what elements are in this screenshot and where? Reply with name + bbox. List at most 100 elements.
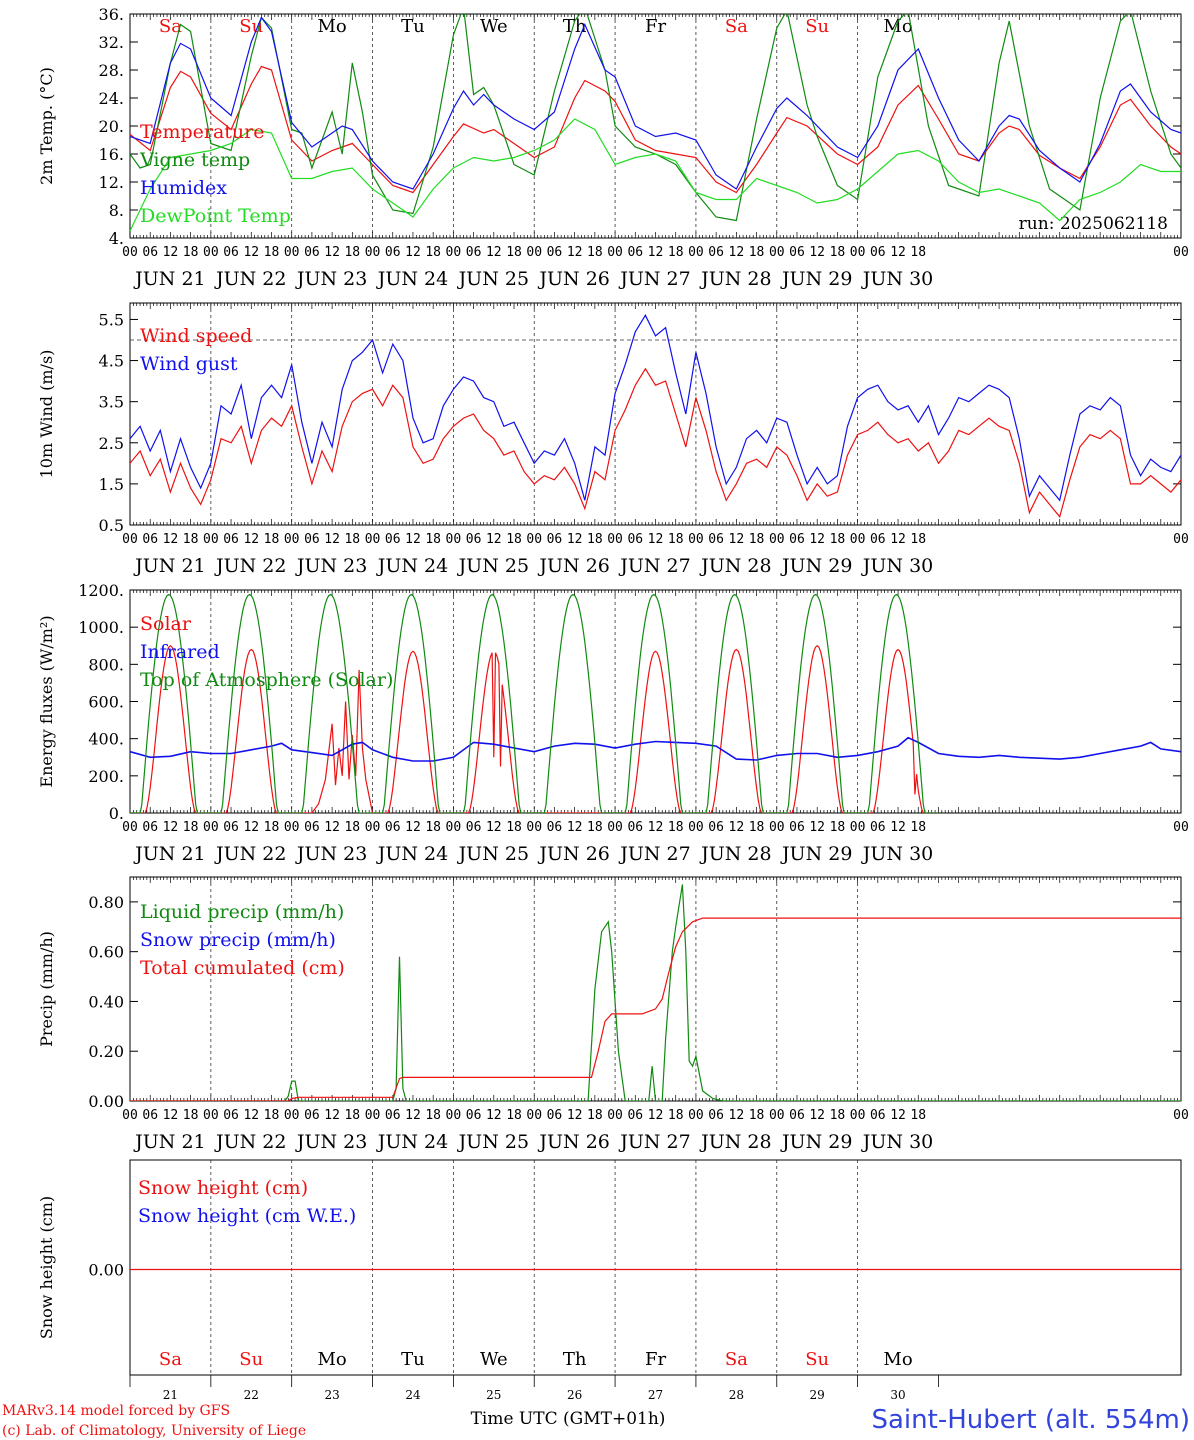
x-hour-label: 18	[183, 1108, 199, 1123]
x-hour-label: 12	[890, 1108, 906, 1123]
x-hour-label: 12	[243, 820, 259, 835]
x-hour-label: 12	[163, 820, 179, 835]
x-date-label: JUN 24	[376, 1131, 448, 1153]
x-date-label: JUN 23	[295, 1131, 367, 1153]
x-hour-label: 00	[769, 1108, 785, 1123]
weekday-label: Tu	[401, 1349, 425, 1370]
y-tick-label: 600.	[88, 693, 124, 712]
weekday-label: Fr	[645, 16, 666, 37]
weekday-label: Sa	[725, 16, 748, 37]
x-hour-label: 00	[446, 245, 462, 260]
x-day-label: 30	[890, 1388, 905, 1402]
weekday-label: Fr	[645, 1349, 666, 1370]
x-hour-label: 12	[567, 532, 583, 547]
x-date-label: JUN 21	[133, 843, 205, 865]
x-hour-label: 06	[547, 245, 563, 260]
weekday-label: Su	[805, 1349, 829, 1370]
x-hour-label: 00	[284, 532, 300, 547]
x-date-label: JUN 28	[699, 1131, 771, 1153]
x-hour-label: 00	[203, 245, 219, 260]
x-hour-label: 00	[284, 1108, 300, 1123]
x-hour-label: 00	[526, 820, 542, 835]
x-day-label: 26	[567, 1388, 582, 1402]
legend-entry: Snow height (cm)	[138, 1177, 308, 1199]
x-hour-label: 12	[567, 245, 583, 260]
x-hour-label: 00	[607, 532, 623, 547]
x-day-label: 21	[163, 1388, 178, 1402]
y-axis-label: 2m Temp. (°C)	[37, 67, 56, 185]
x-hour-label: 00	[203, 1108, 219, 1123]
legend-entry: Wind gust	[140, 353, 238, 375]
x-hour-label: 06	[627, 1108, 643, 1123]
x-hour-label: 12	[809, 820, 825, 835]
x-hour-label: 06	[789, 532, 805, 547]
series-group	[130, 593, 1181, 813]
y-tick-label: 0.	[109, 804, 124, 823]
x-hour-label: 12	[648, 245, 664, 260]
y-tick-label: 12.	[99, 173, 124, 192]
x-date-label: JUN 30	[861, 268, 933, 290]
x-hour-label: 00	[526, 245, 542, 260]
x-hour-label: 00	[365, 245, 381, 260]
series-line-liquid-precip-mm-h-	[130, 884, 1181, 1101]
series-line-temperature	[130, 65, 1181, 194]
x-date-label: JUN 29	[780, 843, 852, 865]
x-date-label: JUN 26	[537, 268, 609, 290]
y-tick-label: 1200.	[78, 581, 124, 600]
y-tick-label: 0.60	[88, 943, 124, 962]
x-date-label: JUN 25	[457, 843, 529, 865]
x-hour-label: 18	[587, 245, 603, 260]
x-day-label: 25	[486, 1388, 501, 1402]
weekday-label: Tu	[401, 16, 425, 37]
weekday-label: Sa	[159, 1349, 182, 1370]
y-axis-label: Snow height (cm)	[37, 1196, 56, 1339]
x-hour-label: 18	[264, 245, 280, 260]
y-tick-label: 200.	[88, 767, 124, 786]
x-hour-label: 00	[1173, 1108, 1189, 1123]
x-hour-label: 18	[910, 245, 926, 260]
x-hour-label: 12	[648, 1108, 664, 1123]
x-hour-label: 18	[183, 245, 199, 260]
x-hour-label: 18	[749, 245, 765, 260]
x-date-label: JUN 24	[376, 268, 448, 290]
x-date-label: JUN 28	[699, 843, 771, 865]
x-date-label: JUN 26	[537, 1131, 609, 1153]
x-hour-label: 06	[870, 820, 886, 835]
x-hour-label: 00	[526, 1108, 542, 1123]
y-tick-label: 3.5	[99, 393, 124, 412]
x-hour-label: 06	[547, 532, 563, 547]
x-date-label: JUN 26	[537, 843, 609, 865]
weekday-label: Sa	[159, 16, 182, 37]
y-axis-label: 10m Wind (m/s)	[37, 350, 56, 479]
series-line-dewpoint-temp	[130, 118, 1181, 232]
x-hour-label: 06	[466, 820, 482, 835]
x-hour-label: 12	[486, 820, 502, 835]
x-hour-label: 00	[850, 820, 866, 835]
legend-entry: Wind speed	[140, 325, 252, 347]
y-tick-label: 2.5	[99, 434, 124, 453]
x-hour-label: 06	[708, 245, 724, 260]
x-hour-label: 18	[344, 245, 360, 260]
x-hour-label: 12	[809, 1108, 825, 1123]
x-date-label: JUN 24	[376, 555, 448, 577]
x-date-label: JUN 22	[214, 555, 286, 577]
x-hour-label: 00	[122, 1108, 138, 1123]
x-hour-label: 06	[304, 820, 320, 835]
weekday-label: Mo	[317, 16, 346, 37]
legend-entry: Infrared	[140, 641, 220, 663]
x-hour-label: 00	[688, 1108, 704, 1123]
x-hour-label: 18	[587, 532, 603, 547]
x-date-label: JUN 27	[618, 268, 690, 290]
x-hour-label: 18	[910, 532, 926, 547]
x-hour-label: 06	[547, 1108, 563, 1123]
y-tick-label: 24.	[99, 89, 124, 108]
x-date-label: JUN 29	[780, 1131, 852, 1153]
x-date-label: JUN 22	[214, 843, 286, 865]
y-tick-label: 5.5	[99, 310, 124, 329]
x-hour-label: 06	[142, 245, 158, 260]
x-date-label: JUN 21	[133, 555, 205, 577]
x-hour-label: 12	[729, 820, 745, 835]
legend-entry: Snow precip (mm/h)	[140, 929, 336, 951]
x-hour-label: 18	[425, 532, 441, 547]
